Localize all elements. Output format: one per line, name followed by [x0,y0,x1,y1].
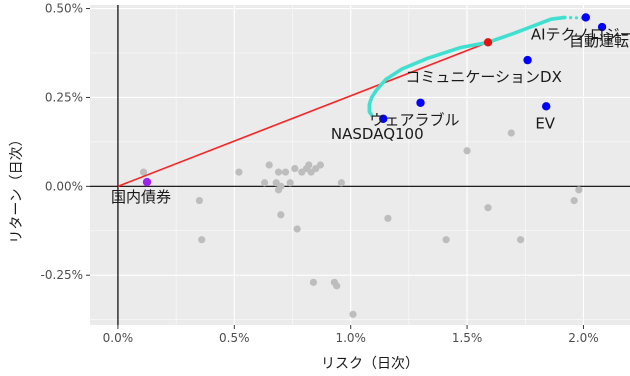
point-label: 国内債券 [111,188,171,206]
gray-point [291,164,299,173]
plot-background [90,5,630,325]
x-tick-label: 0.0% [103,331,134,345]
gray-point [570,196,578,205]
tangency-point [483,38,493,47]
named-point [379,114,388,123]
x-tick-label: 1.5% [452,331,483,345]
y-tick-label: 0.00% [45,179,83,193]
gray-point [575,186,583,194]
gray-point [349,310,357,318]
gray-point [463,147,471,155]
x-tick-label: 0.5% [219,331,250,345]
capital-market-line [117,41,489,188]
named-point [523,55,532,65]
x-axis-title: リスク（日次） [321,356,419,372]
grid-lines [90,5,630,325]
y-tick-labels: -0.25% 0.00% 0.25% 0.50% [41,2,90,282]
named-point [581,13,590,22]
named-point [142,177,152,187]
gray-point [517,236,525,244]
gray-point [309,278,318,286]
gray-point [337,179,345,187]
x-tick-label: 2.0% [568,331,599,345]
named-points [142,13,607,187]
gray-point [384,214,392,222]
gray-point [265,161,273,169]
gray-point [195,196,203,205]
point-label: ウェアラブル [370,111,460,129]
y-tick-label: 0.25% [45,90,83,104]
frontier-tail-dot [574,16,579,20]
gray-point [198,236,206,244]
point-label: AIテクノロジー [531,25,630,43]
named-point [542,102,551,111]
x-tick-labels: 0.0% 0.5% 1.0% 1.5% 2.0% [103,325,599,345]
frontier-curve [367,15,567,118]
gray-point [281,168,290,176]
named-point [416,98,425,107]
gray-point [277,182,285,190]
y-tick-label: 0.50% [45,2,83,16]
gray-point [260,179,269,187]
gray-point [277,211,285,219]
point-label: NASDAQ100 [331,125,424,143]
gray-point [274,168,283,176]
point-label: 自動運転 [569,32,629,50]
gray-point [305,161,313,169]
gray-points [139,129,583,318]
gray-point [484,204,492,212]
gray-point [286,179,294,187]
gray-point [507,129,515,137]
named-point [597,22,607,32]
gray-point [139,168,148,176]
gray-point [316,161,325,169]
gray-point [293,225,301,233]
point-label: コミュニケーションDX [405,68,562,86]
y-axis-title: リターン（日次） [9,132,25,243]
gray-point [235,168,243,176]
y-tick-label: -0.25% [41,268,83,282]
frontier-tail-dot [569,16,573,20]
point-label: EV [535,114,555,132]
gray-point [333,282,341,290]
x-tick-label: 1.0% [335,331,366,345]
gray-point [442,236,450,244]
